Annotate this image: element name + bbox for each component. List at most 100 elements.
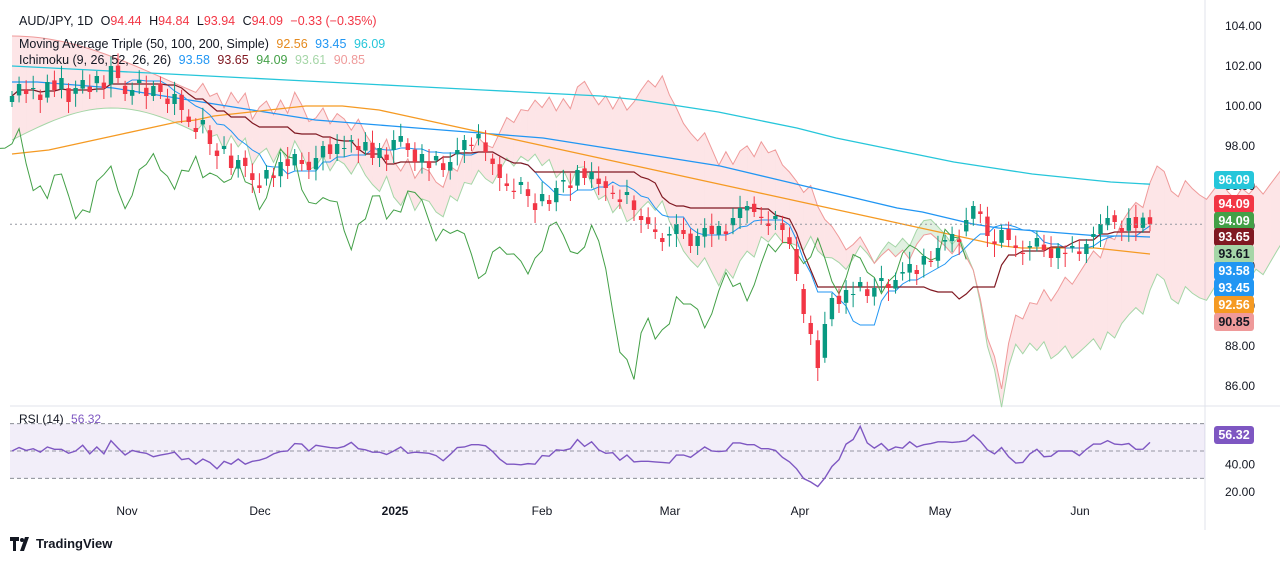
candle-body — [914, 270, 919, 274]
candle-body — [780, 223, 785, 230]
candle-body — [723, 231, 729, 234]
candle-body — [412, 149, 418, 162]
cloud-segment — [838, 237, 847, 270]
candle-body — [836, 295, 842, 304]
legend-ma200: 96.09 — [353, 37, 386, 51]
legend-low: 93.94 — [203, 14, 236, 28]
legend-rsi-name: RSI (14) — [19, 412, 64, 426]
cloud-segment — [1001, 343, 1009, 408]
base-line — [11, 83, 1150, 300]
rsi-tick-label: 20.00 — [1225, 485, 1255, 499]
rsi-pane: 40.00 20.00 — [10, 423, 1255, 499]
candle-body — [1027, 246, 1033, 248]
candle-body — [306, 161, 312, 170]
candle-body — [1034, 238, 1040, 247]
candle-body — [688, 233, 693, 246]
candle-body — [87, 86, 92, 92]
cloud-segment — [718, 151, 726, 286]
tradingview-icon — [10, 536, 29, 551]
cloud-segment — [82, 46, 90, 112]
candle-body — [1140, 217, 1146, 228]
candle-body — [561, 180, 566, 182]
cloud-segment — [358, 119, 366, 176]
candle-body — [964, 220, 969, 232]
cloud-segment — [535, 100, 543, 166]
candle-body — [822, 324, 828, 358]
candle-body — [186, 116, 191, 122]
cloud-segment — [690, 133, 698, 268]
branding-text: TradingView — [36, 536, 113, 551]
cloud-segment — [429, 171, 437, 213]
ma50-line — [11, 105, 1151, 255]
price-badge: 92.56 — [1214, 296, 1254, 314]
candle-body — [702, 228, 707, 237]
cloud-segment — [238, 93, 246, 147]
cloud-segment — [1121, 211, 1129, 324]
legend-close-label: C — [242, 14, 252, 28]
legend-ichi-spanA: 93.61 — [294, 53, 327, 67]
candle-body — [893, 280, 898, 289]
candle-body — [483, 142, 488, 152]
candle-body — [207, 130, 213, 144]
cloud-segment — [775, 149, 783, 243]
cloud-segment — [386, 139, 394, 197]
cloud-segment — [245, 93, 253, 166]
candle-body — [462, 140, 467, 150]
cloud-segment — [1142, 182, 1150, 315]
lagging-span-line — [0, 127, 967, 380]
candle-body — [985, 216, 990, 236]
cloud-segment — [344, 118, 352, 175]
candle-body — [575, 170, 580, 186]
candle-body — [907, 264, 912, 273]
price-badge: 93.45 — [1214, 279, 1254, 297]
candle-body — [144, 87, 149, 96]
price-tick-label: 88.00 — [1225, 339, 1255, 353]
cloud-segment — [12, 36, 20, 140]
candle-body — [419, 154, 425, 163]
candle-body — [1077, 251, 1082, 254]
time-tick-label: Mar — [660, 504, 681, 518]
cloud-segment — [1171, 191, 1179, 304]
candle-body — [122, 85, 128, 94]
cloud-segment — [1100, 236, 1108, 350]
leading-span-b-line — [11, 35, 1280, 390]
legend-ohlc: AUD/JPY, 1D O94.44 H94.84 L93.94 C94.09 … — [19, 13, 381, 29]
cloud-segment — [1093, 250, 1101, 350]
candle-body — [843, 290, 849, 303]
candle-body — [384, 154, 389, 160]
grid-lines — [10, 0, 1280, 530]
cloud-segment — [1114, 222, 1122, 338]
cloud-segment — [1107, 236, 1115, 338]
cloud-segment — [916, 220, 924, 245]
cloud-segment — [1065, 277, 1073, 359]
cloud-segment — [393, 161, 401, 206]
candle-body — [610, 192, 615, 194]
time-tick-label: 2025 — [382, 504, 409, 518]
candle-body — [667, 234, 672, 236]
cloud-segment — [1072, 273, 1080, 359]
candle-body — [80, 80, 85, 89]
cloud-segment — [527, 100, 536, 162]
candle-body — [808, 323, 813, 334]
legend-rsi: RSI (14) 56.32 — [19, 411, 105, 427]
legend-close: 94.09 — [251, 14, 283, 28]
candle-body — [992, 241, 997, 244]
cloud-segment — [132, 64, 140, 111]
candle-body — [327, 144, 333, 154]
cloud-segment — [725, 151, 733, 279]
candle-body — [151, 86, 156, 96]
candle-body — [518, 182, 524, 185]
cloud-segment — [881, 242, 889, 256]
cloud-segment — [1015, 315, 1023, 354]
candle-body — [829, 298, 835, 320]
price-badge: 94.09 — [1214, 195, 1254, 213]
candle-body — [172, 94, 177, 104]
candle-body — [377, 148, 382, 158]
conversion-line — [11, 79, 1151, 326]
cloud-segment — [570, 86, 578, 185]
price-tick-label: 98.00 — [1225, 139, 1255, 153]
candle-body — [978, 211, 983, 214]
cloud-segment — [831, 226, 839, 263]
cloud-segment — [711, 148, 719, 286]
